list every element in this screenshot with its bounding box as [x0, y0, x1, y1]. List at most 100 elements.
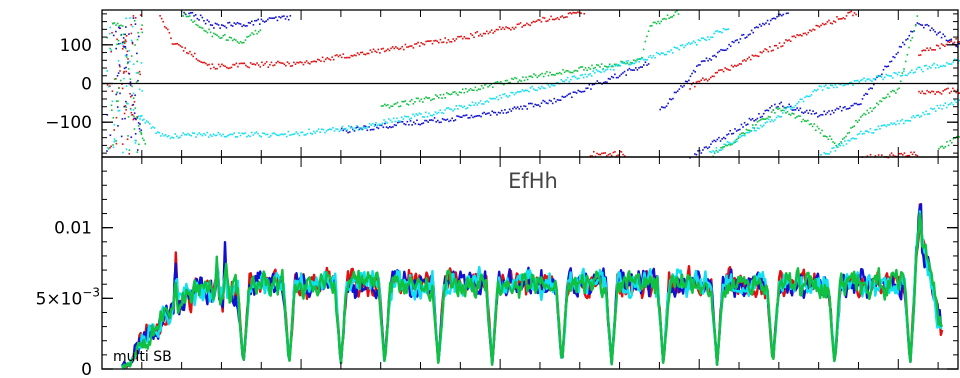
phase-point — [605, 65, 608, 68]
phase-point — [692, 40, 695, 43]
phase-point — [632, 62, 634, 65]
phase-point — [387, 104, 389, 106]
phase-point — [444, 97, 446, 99]
phase-point — [799, 34, 802, 36]
phase-point — [419, 123, 421, 126]
phase-point — [238, 132, 240, 134]
phase-point — [847, 83, 849, 86]
phase-point — [606, 155, 608, 157]
phase-point — [252, 33, 255, 36]
amplitude-y-tick-label: 5×10−3 — [36, 285, 100, 309]
phase-point — [589, 155, 592, 157]
phase-point — [777, 108, 779, 110]
phase-point — [309, 132, 312, 135]
phase-point — [160, 17, 163, 20]
phase-point — [686, 43, 688, 45]
phase-point — [481, 103, 483, 105]
phase-point — [950, 40, 953, 42]
phase-point — [850, 81, 853, 84]
phase-point — [492, 97, 495, 100]
phase-point — [794, 108, 797, 111]
phase-point — [802, 32, 805, 35]
phase-point — [513, 93, 516, 96]
phase-point — [532, 20, 535, 23]
phase-point — [952, 61, 955, 63]
phase-point — [708, 78, 711, 81]
phase-point — [136, 116, 139, 118]
phase-point — [318, 59, 321, 61]
phase-point — [286, 61, 289, 63]
phase-point — [855, 79, 857, 82]
phase-point — [193, 52, 196, 55]
phase-point — [801, 111, 803, 114]
phase-point — [534, 21, 536, 23]
phase-point — [531, 102, 533, 105]
phase-point — [670, 49, 672, 51]
phase-point — [281, 62, 284, 64]
phase-point — [671, 16, 674, 18]
phase-point — [947, 40, 949, 43]
phase-point — [120, 34, 122, 37]
phase-point — [681, 44, 684, 46]
phase-point — [695, 44, 698, 46]
phase-point — [824, 135, 827, 137]
phase-point — [889, 154, 891, 156]
phase-point — [931, 27, 933, 29]
phase-point — [390, 47, 392, 50]
phase-point — [475, 115, 478, 117]
phase-point — [487, 32, 490, 35]
multi-sb-annotation: multi SB — [113, 349, 172, 365]
phase-point — [770, 105, 773, 107]
phase-point — [257, 30, 260, 33]
phase-point — [326, 57, 329, 59]
phase-point — [891, 77, 894, 79]
phase-point — [296, 61, 298, 64]
phase-point — [287, 130, 290, 133]
phase-point — [761, 118, 764, 120]
phase-point — [643, 64, 645, 66]
phase-point — [421, 116, 424, 118]
phase-point — [832, 141, 834, 143]
phase-point — [901, 74, 904, 77]
phase-point — [911, 36, 914, 39]
phase-point — [737, 135, 740, 138]
phase-point — [222, 34, 225, 37]
phase-point — [410, 45, 413, 47]
phase-point — [871, 132, 873, 134]
phase-point — [277, 134, 280, 137]
phase-point — [602, 152, 605, 154]
phase-point — [710, 59, 713, 61]
phase-point — [563, 96, 565, 98]
phase-point — [916, 154, 919, 157]
phase-point — [341, 125, 344, 128]
phase-point — [409, 120, 412, 122]
phase-point — [136, 151, 139, 153]
phase-point — [491, 110, 493, 113]
phase-point — [539, 87, 542, 90]
phase-point — [166, 135, 169, 138]
phase-point — [274, 133, 277, 135]
phase-point — [205, 62, 207, 65]
phase-point — [487, 86, 489, 88]
phase-point — [727, 28, 730, 30]
phase-point — [415, 42, 418, 45]
phase-point — [739, 38, 742, 40]
phase-point — [315, 60, 318, 63]
phase-point — [680, 85, 682, 87]
phase-point — [516, 23, 519, 26]
phase-point — [594, 66, 597, 69]
phase-point — [127, 58, 129, 60]
phase-point — [260, 18, 263, 21]
phase-point — [391, 121, 393, 123]
phase-point — [781, 45, 784, 47]
phase-point — [185, 15, 188, 18]
phase-point — [374, 50, 376, 53]
phase-point — [566, 76, 569, 79]
phase-point — [480, 84, 483, 87]
phase-point — [115, 100, 118, 103]
phase-point — [771, 17, 774, 20]
phase-point — [570, 71, 572, 74]
phase-point — [442, 93, 445, 96]
amplitude-panel-axes: 0.015×10−30 — [36, 156, 959, 378]
phase-point — [433, 117, 436, 119]
